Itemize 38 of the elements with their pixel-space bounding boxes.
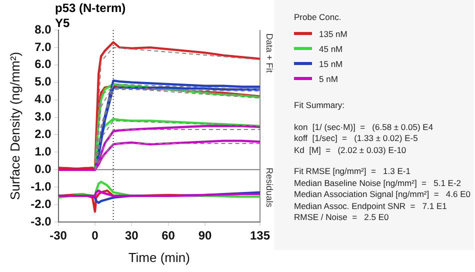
x-axis-title: Time (min) — [128, 250, 190, 265]
y-tick-label: -1.0 — [30, 179, 52, 194]
text: Fit RMSE [ng/mm²] = 1.3 E-1 — [294, 166, 412, 178]
x-tick-label: 135 — [250, 228, 270, 243]
y-tick-label: 0.0 — [34, 162, 52, 176]
y-tick-label: 3.0 — [34, 110, 52, 124]
text: Fit Summary: — [294, 100, 346, 112]
legend-label: 45 nM — [319, 44, 343, 54]
text: Median Assoc. Endpoint SNR = 7.1 E1 — [294, 200, 448, 212]
text: kon [1/ (sec·M)] = (6.58 ± 0.05) E4 — [294, 122, 434, 133]
chart-subtitle: Y5 — [55, 16, 71, 31]
chart-title: p53 (N-term) — [55, 1, 126, 16]
x-tick-label: 60 — [162, 228, 176, 243]
text: koff [1/sec] = (1.33 ± 0.02) E-5 — [294, 133, 419, 144]
y-tick-label: 6.0 — [34, 57, 52, 72]
y-tick-label: -2.0 — [30, 196, 52, 211]
y-axis-title: Surface Density (ng/mm²) — [7, 52, 22, 200]
y-tick-label: 2.0 — [34, 127, 52, 142]
x-tick-label: 90 — [198, 228, 212, 243]
y-tick-label: 1.0 — [34, 144, 52, 158]
legend-label: 5 nM — [319, 74, 338, 84]
text: Kd [M] = (2.02 ± 0.03) E-10 — [294, 144, 408, 156]
x-tick-label: 0 — [92, 228, 99, 243]
text: Data + Fit — [264, 33, 275, 74]
y-tick-label: 8.0 — [34, 22, 52, 36]
legend-label: 15 nM — [319, 58, 343, 68]
x-tick-label: 30 — [124, 228, 139, 243]
text: Median Association Signal [ng/mm²] = 4.6 E0 — [294, 189, 472, 200]
y-tick-label: 7.0 — [34, 40, 52, 54]
y-tick-label: 5.0 — [34, 74, 52, 89]
legend-label: 135 nM — [319, 28, 348, 38]
text: RMSE / Noise = 2.5 E0 — [294, 212, 390, 224]
y-tick-label: 4.0 — [34, 92, 52, 106]
text: Residuals — [264, 168, 275, 208]
text: Median Baseline Noise [ng/mm²] = 5.1 E-2 — [294, 178, 462, 189]
x-tick-label: -30 — [50, 228, 68, 243]
y-tick-label: -3.0 — [30, 214, 52, 228]
legend-title: Probe Conc. — [294, 12, 342, 22]
